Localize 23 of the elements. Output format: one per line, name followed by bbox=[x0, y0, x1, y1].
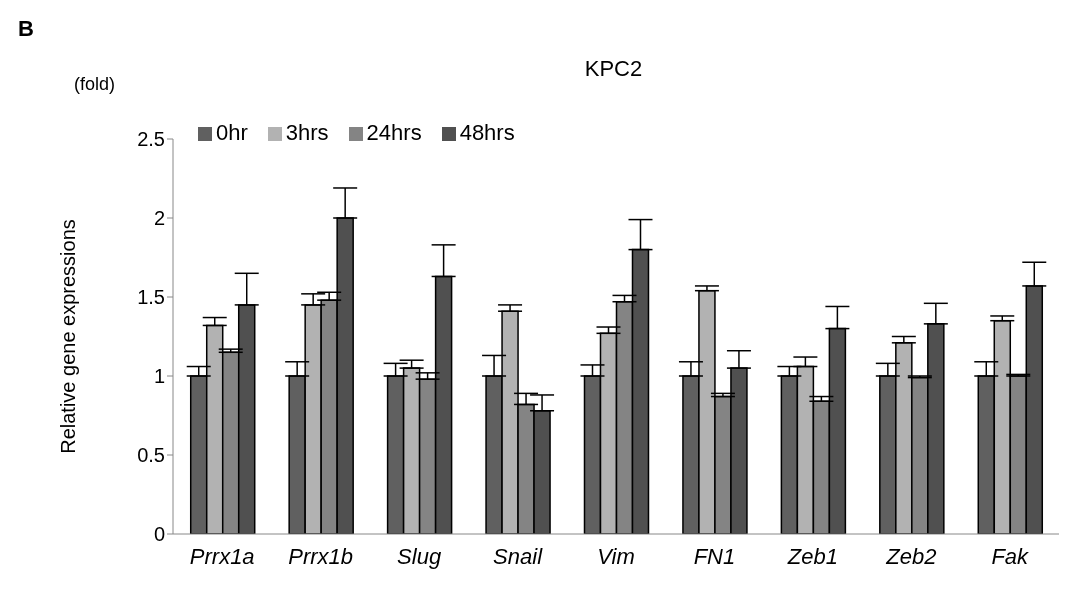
x-tick-label: Slug bbox=[397, 544, 442, 569]
text: (fold) bbox=[74, 74, 116, 95]
chart-title: KPC2 bbox=[583, 56, 644, 82]
legend-label: 48hrs bbox=[459, 120, 515, 145]
y-tick-label: 2 bbox=[153, 207, 165, 230]
y-axis-title: Relative gene expressions bbox=[57, 219, 80, 454]
legend-label: 24hrs bbox=[366, 120, 422, 145]
x-tick-label: Snail bbox=[493, 544, 544, 569]
y-tick-label: 1 bbox=[153, 365, 165, 388]
y-tick-label: 0 bbox=[153, 523, 165, 546]
x-tick-label: Prrx1b bbox=[288, 544, 354, 569]
legend-label: 3hrs bbox=[285, 120, 329, 145]
legend-label: 0hr bbox=[216, 120, 248, 145]
x-tick-label: Vim bbox=[597, 544, 635, 569]
x-tick-label: Zeb1 bbox=[786, 544, 838, 569]
x-tick-label: Fak bbox=[991, 544, 1030, 569]
x-tick-label: Prrx1a bbox=[189, 544, 255, 569]
y-tick-label: 2.5 bbox=[137, 128, 165, 151]
text: B bbox=[18, 16, 34, 42]
x-tick-label: FN1 bbox=[693, 544, 736, 569]
y-tick-label: 1.5 bbox=[137, 286, 165, 309]
y-tick-label: 0.5 bbox=[137, 444, 165, 467]
x-tick-label: Zeb2 bbox=[885, 544, 937, 569]
